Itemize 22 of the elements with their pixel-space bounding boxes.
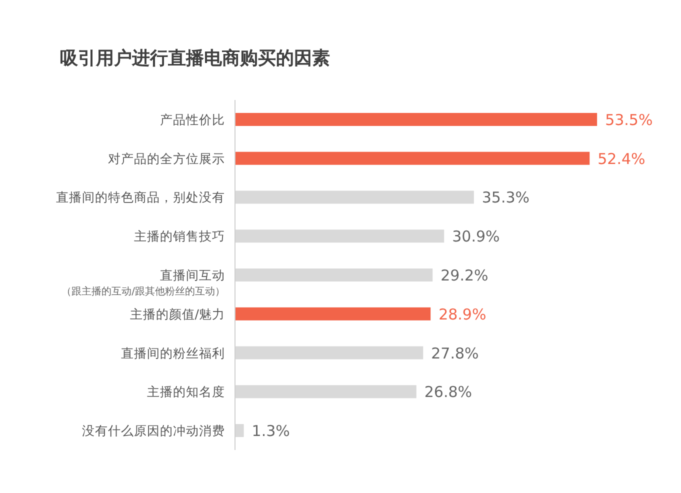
y-tick-label: 直播间互动（跟主播的互动/跟其他粉丝的互动）	[62, 268, 225, 298]
data-label: 35.3%	[482, 188, 530, 207]
data-label: 53.5%	[605, 110, 653, 129]
data-label: 52.4%	[598, 150, 646, 168]
y-tick-label: 直播间的粉丝福利	[121, 345, 225, 360]
chart-title: 吸引用户进行直播电商购买的因素	[60, 48, 330, 69]
y-tick-label: 没有什么原因的冲动消费	[82, 423, 225, 438]
data-label: 1.3%	[252, 422, 290, 440]
bar	[235, 112, 598, 126]
data-label: 27.8%	[431, 344, 479, 362]
y-tick-label: 对产品的全方位展示	[108, 150, 225, 166]
bar	[235, 307, 431, 320]
data-label: 30.9%	[452, 228, 500, 246]
y-tick-label: 直播间的特色商品，别处没有	[56, 190, 225, 205]
data-label: 28.9%	[438, 305, 486, 324]
data-label: 26.8%	[424, 383, 472, 402]
y-tick-label: 主播的知名度	[147, 384, 225, 400]
data-label: 29.2%	[440, 266, 488, 284]
y-tick-label: 主播的销售技巧	[134, 228, 225, 244]
y-tick-label: 主播的颜值/魅力	[130, 306, 225, 322]
y-tick-label: 产品性价比	[160, 112, 225, 127]
bar	[235, 152, 590, 165]
